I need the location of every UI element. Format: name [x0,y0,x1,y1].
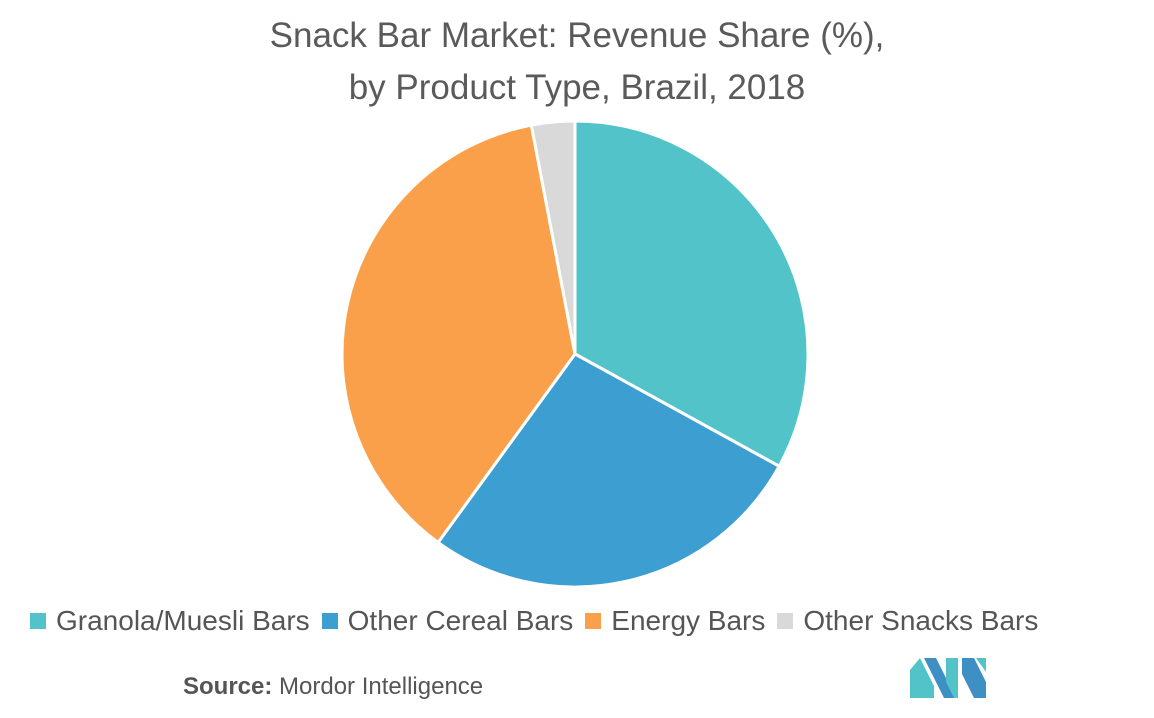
mordor-intelligence-logo-icon [910,658,986,698]
chart-legend: Granola/Muesli Bars Other Cereal Bars Ener… [30,600,1154,642]
pie-slice-other-snacks-bars [529,119,577,356]
pie-slice-granola-muesli-bars [573,119,810,468]
legend-label-granola-muesli-bars: Granola/Muesli Bars [56,605,310,636]
source-text: Mordor Intelligence [279,673,484,700]
legend-item-other-snacks-bars: Other Snacks Bars [777,605,1038,637]
legend-swatch-other-cereal-bars [321,613,338,629]
chart-title-line-2: by Product Type, Brazil, 2018 [348,68,806,107]
legend-item-energy-bars: Energy Bars [585,605,765,637]
legend-label-other-cereal-bars: Other Cereal Bars [347,605,574,636]
source-note: Source: Mordor Intelligence [183,673,483,701]
legend-swatch-energy-bars [585,613,602,629]
chart-title-line-1: Snack Bar Market: Revenue Share (%), [269,16,885,55]
pie-slice-other-cereal-bars [436,352,781,589]
legend-item-other-cereal-bars: Other Cereal Bars [321,605,574,637]
legend-label-energy-bars: Energy Bars [611,605,766,636]
legend-label-other-snacks-bars: Other Snacks Bars [803,605,1039,636]
legend-swatch-granola-muesli-bars [30,613,46,629]
chart-title: Snack Bar Market: Revenue Share (%), by … [0,10,1154,114]
legend-swatch-other-snacks-bars [777,613,794,629]
legend-item-granola-muesli-bars: Granola/Muesli Bars [30,605,310,637]
pie-slice-energy-bars [340,123,577,544]
source-label: Source: [183,673,273,700]
